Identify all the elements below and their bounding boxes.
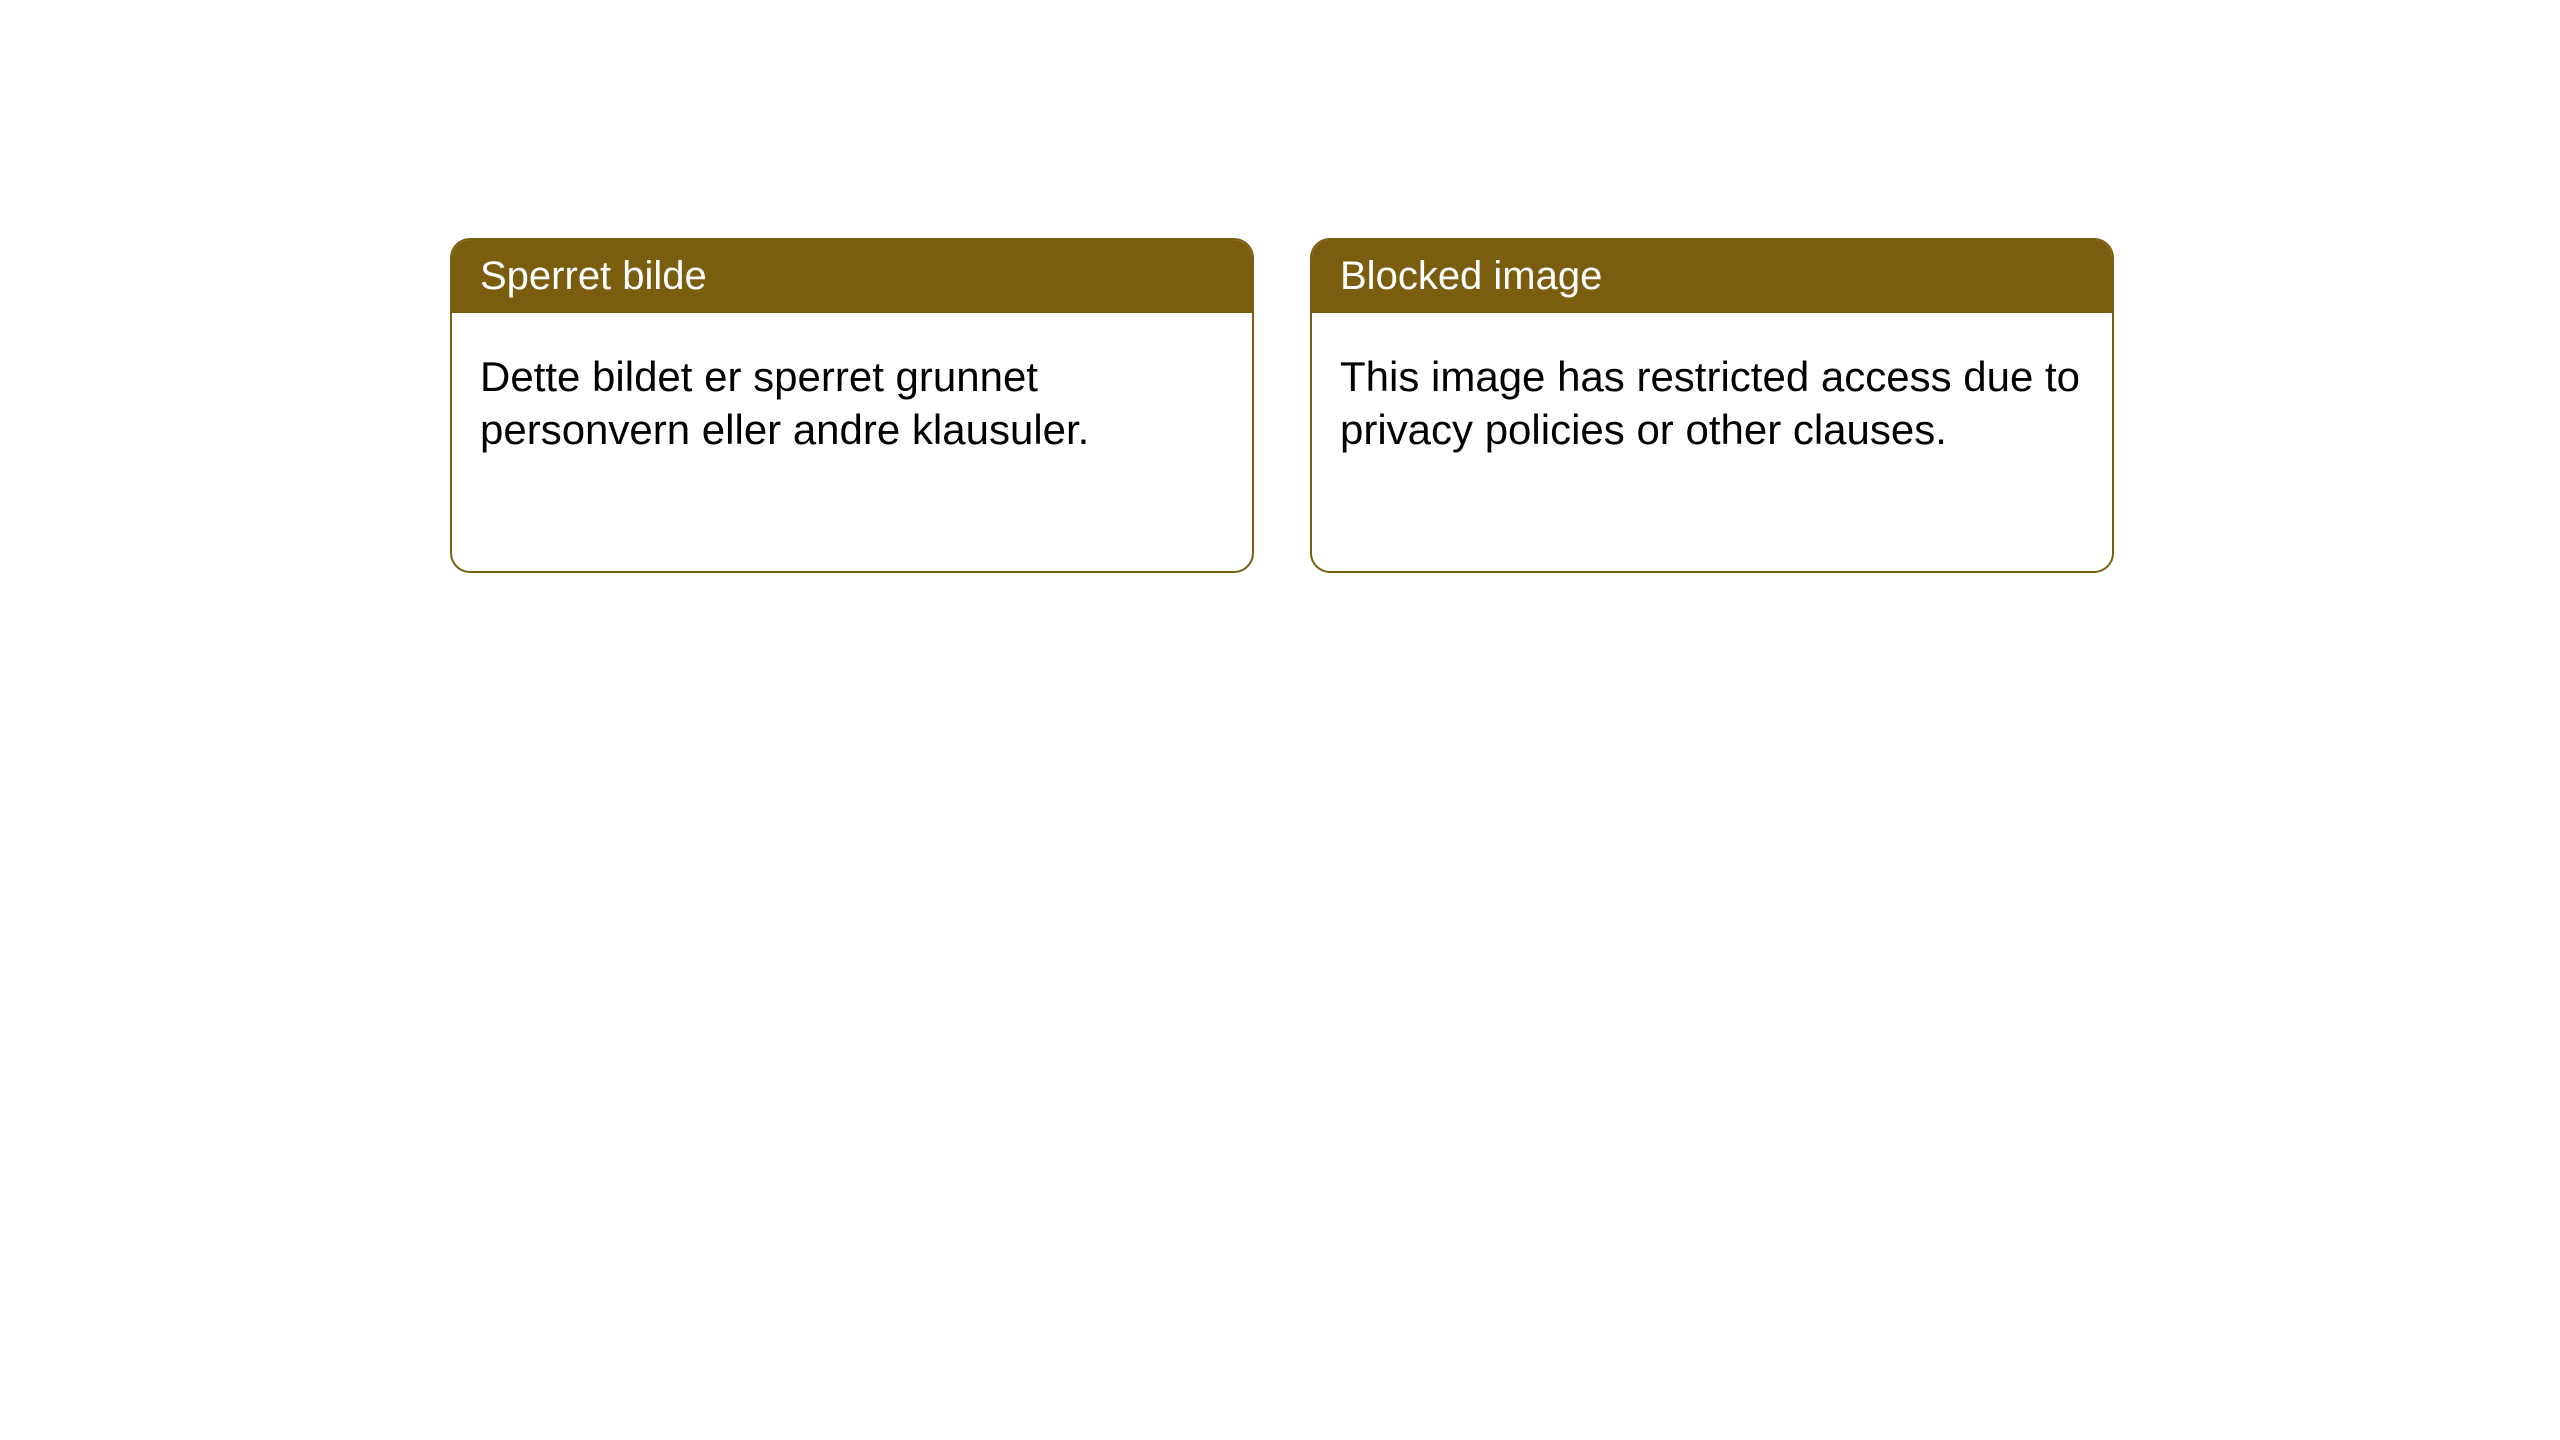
notice-title: Blocked image xyxy=(1340,254,1602,298)
notice-card-english: Blocked image This image has restricted … xyxy=(1310,238,2114,573)
notice-header-norwegian: Sperret bilde xyxy=(452,240,1252,313)
notice-text: Dette bildet er sperret grunnet personve… xyxy=(480,353,1089,453)
notice-header-english: Blocked image xyxy=(1312,240,2112,313)
notice-card-norwegian: Sperret bilde Dette bildet er sperret gr… xyxy=(450,238,1254,573)
notice-text: This image has restricted access due to … xyxy=(1340,353,2080,453)
notice-body-norwegian: Dette bildet er sperret grunnet personve… xyxy=(452,313,1252,494)
notice-container: Sperret bilde Dette bildet er sperret gr… xyxy=(450,238,2114,573)
notice-title: Sperret bilde xyxy=(480,254,707,298)
notice-body-english: This image has restricted access due to … xyxy=(1312,313,2112,494)
